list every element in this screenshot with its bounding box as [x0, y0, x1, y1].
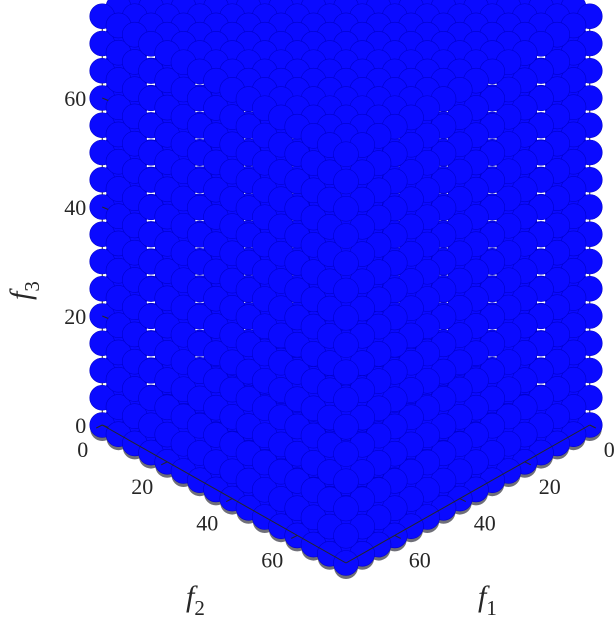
x-tick-label: 40	[474, 511, 496, 536]
y-tick-mark	[161, 461, 168, 466]
axis-ticks: 0 20 40 60 0 20 40 60 0 20 40 60	[64, 86, 615, 572]
box-edge-base-front-right	[345, 424, 590, 564]
data-point	[333, 250, 359, 277]
x-tick-mark	[459, 498, 466, 503]
data-point	[333, 304, 359, 331]
box-edge-base-front-left	[102, 424, 347, 564]
x-tick-mark	[524, 461, 531, 466]
data-point	[333, 495, 359, 522]
data-point	[333, 141, 359, 168]
axes-box-front	[102, 424, 590, 564]
z-tick-mark	[102, 424, 109, 428]
z-tick-label: 40	[64, 195, 86, 220]
x-axis-label: f1	[478, 580, 497, 618]
x-tick-label: 20	[539, 474, 561, 499]
data-point	[333, 441, 359, 467]
data-point	[333, 195, 359, 222]
y-axis-label-sub: 2	[194, 596, 205, 618]
y-tick-label: 60	[261, 547, 283, 572]
x-tick-label: 0	[604, 437, 615, 462]
y-tick-label: 20	[131, 474, 153, 499]
x-tick-mark	[589, 424, 596, 429]
data-point	[333, 168, 359, 195]
data-point	[333, 468, 359, 495]
data-point	[333, 413, 359, 440]
z-tick-label: 20	[64, 304, 86, 329]
data-point	[333, 386, 359, 413]
z-axis-label: f3	[4, 281, 44, 300]
y-tick-mark	[96, 424, 103, 429]
y-tick-label: 0	[77, 437, 88, 462]
x-tick-label: 60	[409, 547, 431, 572]
z-axis-label-sub: 3	[20, 281, 44, 292]
data-point	[333, 332, 359, 358]
data-points	[89, 0, 603, 579]
y-tick-label: 40	[196, 511, 218, 536]
z-tick-label: 0	[75, 413, 86, 438]
data-point	[333, 359, 359, 386]
data-point	[333, 223, 359, 249]
x-tick-mark	[394, 534, 401, 539]
z-tick-mark	[102, 206, 109, 210]
y-tick-mark	[226, 498, 233, 503]
data-point	[333, 522, 359, 549]
y-axis-label: f2	[186, 580, 205, 618]
z-tick-mark	[102, 97, 109, 101]
y-tick-mark	[291, 534, 298, 539]
data-point	[333, 277, 359, 304]
z-tick-label: 60	[64, 86, 86, 111]
x-axis-label-sub: 1	[486, 596, 497, 618]
z-tick-mark	[102, 315, 109, 319]
